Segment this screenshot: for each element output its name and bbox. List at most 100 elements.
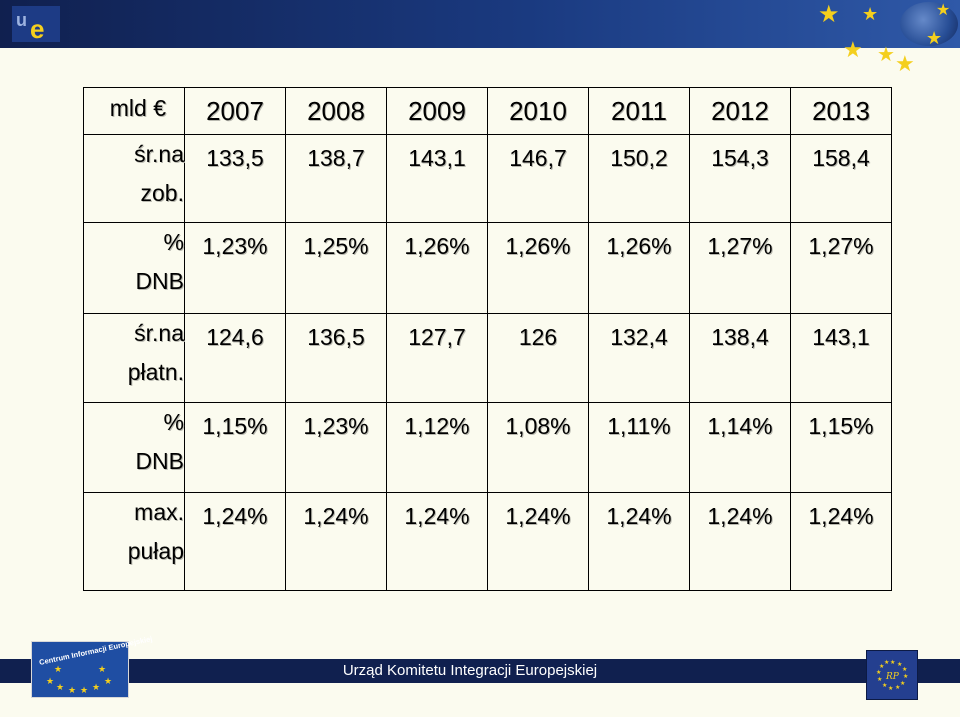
row-label: śr.na płatn.: [83, 313, 185, 403]
corner-label: mld €: [83, 87, 185, 135]
star-icon: ★: [862, 4, 879, 25]
svg-text:★: ★: [56, 683, 64, 693]
table-cell: 1,24%: [386, 492, 488, 591]
table-cell: 158,4: [790, 134, 892, 223]
table-cell: 1,26%: [487, 222, 589, 314]
svg-text:★: ★: [877, 676, 882, 683]
svg-text:★: ★: [98, 665, 106, 675]
svg-text:★: ★: [46, 677, 54, 687]
table-cell: 133,5: [184, 134, 286, 223]
table-cell: 138,7: [285, 134, 387, 223]
svg-text:★: ★: [80, 686, 88, 694]
table-cell: 1,24%: [285, 492, 387, 591]
svg-text:★: ★: [884, 659, 889, 666]
row-label-line: zob.: [140, 180, 184, 206]
star-icon: ★: [936, 0, 951, 19]
year-header: 2007: [184, 87, 286, 135]
svg-text:★: ★: [876, 669, 881, 676]
row-label: % DNB: [83, 402, 185, 493]
ue-logo-icon: u e: [12, 6, 60, 42]
table-cell: 1,25%: [285, 222, 387, 314]
cie-logo: Centrum Informacji Europejskiej ★ ★ ★ ★ ★ ★ …: [31, 634, 153, 698]
svg-text:★: ★: [68, 686, 76, 694]
svg-text:RP: RP: [885, 672, 900, 682]
svg-text:★: ★: [879, 663, 884, 670]
row-label-line: %: [163, 229, 184, 255]
top-banner: [0, 0, 960, 48]
row-label-line: max.: [134, 499, 184, 525]
year-header: 2010: [487, 87, 589, 135]
footer-office-name: Urząd Komitetu Integracji Europejskiej: [342, 662, 598, 679]
star-icon: ★: [843, 38, 863, 63]
table-cell: 1,23%: [184, 222, 286, 314]
row-label-line: pułap: [127, 538, 184, 564]
table-cell: 1,26%: [588, 222, 690, 314]
eu-star-ring-icon: ★ ★★ ★★★ ★★★ ★★★ RP: [876, 659, 908, 691]
table-cell: 1,14%: [689, 402, 791, 493]
table-cell: 150,2: [588, 134, 690, 223]
svg-text:★: ★: [902, 666, 907, 673]
table-cell: 136,5: [285, 313, 387, 403]
year-header: 2011: [588, 87, 690, 135]
svg-text:★: ★: [903, 673, 908, 680]
table-cell: 1,24%: [790, 492, 892, 591]
table-cell: 1,24%: [184, 492, 286, 591]
svg-text:★: ★: [92, 683, 100, 693]
row-label-line: śr.na: [134, 320, 184, 346]
svg-text:★: ★: [54, 665, 62, 675]
table-cell: 126: [487, 313, 589, 403]
budget-table: mld € 2007 2008 2009 2010 2011 2012 2013…: [83, 87, 892, 591]
star-icon: ★: [895, 52, 915, 77]
svg-text:★: ★: [897, 661, 902, 668]
table-cell: 1,11%: [588, 402, 690, 493]
eu-flag-icon: ★ ★ ★ ★ ★ ★ ★ ★ ★ ★ ★ ★ RP: [866, 650, 918, 700]
table-cell: 143,1: [790, 313, 892, 403]
table-cell: 127,7: [386, 313, 488, 403]
svg-text:★: ★: [104, 677, 112, 687]
header-row: mld € 2007 2008 2009 2010 2011 2012 2013: [83, 87, 892, 135]
row-label-line: śr.na: [134, 141, 184, 167]
row-label-line: %: [163, 409, 184, 435]
table-row: % DNB 1,15% 1,23% 1,12% 1,08% 1,11% 1,14…: [83, 402, 892, 493]
table-row: max. pułap 1,24% 1,24% 1,24% 1,24% 1,24%…: [83, 492, 892, 591]
svg-text:★: ★: [900, 680, 905, 687]
table-cell: 1,24%: [487, 492, 589, 591]
table-cell: 1,27%: [689, 222, 791, 314]
table-cell: 1,15%: [790, 402, 892, 493]
table-cell: 132,4: [588, 313, 690, 403]
svg-text:★: ★: [895, 684, 900, 691]
table-row: śr.na zob. 133,5 138,7 143,1 146,7 150,2…: [83, 134, 892, 223]
row-label: śr.na zob.: [83, 134, 185, 223]
svg-text:★: ★: [888, 685, 893, 691]
row-label-line: DNB: [135, 448, 184, 474]
footer-band: [0, 659, 960, 683]
row-label-line: płatn.: [127, 359, 184, 385]
table-cell: 138,4: [689, 313, 791, 403]
table-cell: 1,24%: [689, 492, 791, 591]
svg-text:u: u: [16, 10, 27, 30]
table-cell: 1,24%: [588, 492, 690, 591]
table-cell: 154,3: [689, 134, 791, 223]
table-cell: 143,1: [386, 134, 488, 223]
table-cell: 146,7: [487, 134, 589, 223]
svg-text:★: ★: [890, 659, 895, 666]
row-label: max. pułap: [83, 492, 185, 591]
row-label: % DNB: [83, 222, 185, 314]
svg-text:e: e: [30, 14, 44, 42]
table-row: % DNB 1,23% 1,25% 1,26% 1,26% 1,26% 1,27…: [83, 222, 892, 314]
table-cell: 1,27%: [790, 222, 892, 314]
table-cell: 124,6: [184, 313, 286, 403]
table-cell: 1,12%: [386, 402, 488, 493]
star-icon: ★: [877, 42, 895, 66]
table-cell: 1,23%: [285, 402, 387, 493]
globe-icon: [900, 2, 958, 46]
row-label-line: DNB: [135, 268, 184, 294]
year-header: 2013: [790, 87, 892, 135]
star-icon: ★: [818, 0, 840, 28]
eu-stars-icon: ★★ ★ ★ ★★ ★ ★: [46, 665, 112, 694]
table-cell: 1,08%: [487, 402, 589, 493]
star-icon: ★: [926, 28, 943, 49]
svg-text:★: ★: [882, 682, 887, 689]
year-header: 2012: [689, 87, 791, 135]
table-row: śr.na płatn. 124,6 136,5 127,7 126 132,4…: [83, 313, 892, 403]
